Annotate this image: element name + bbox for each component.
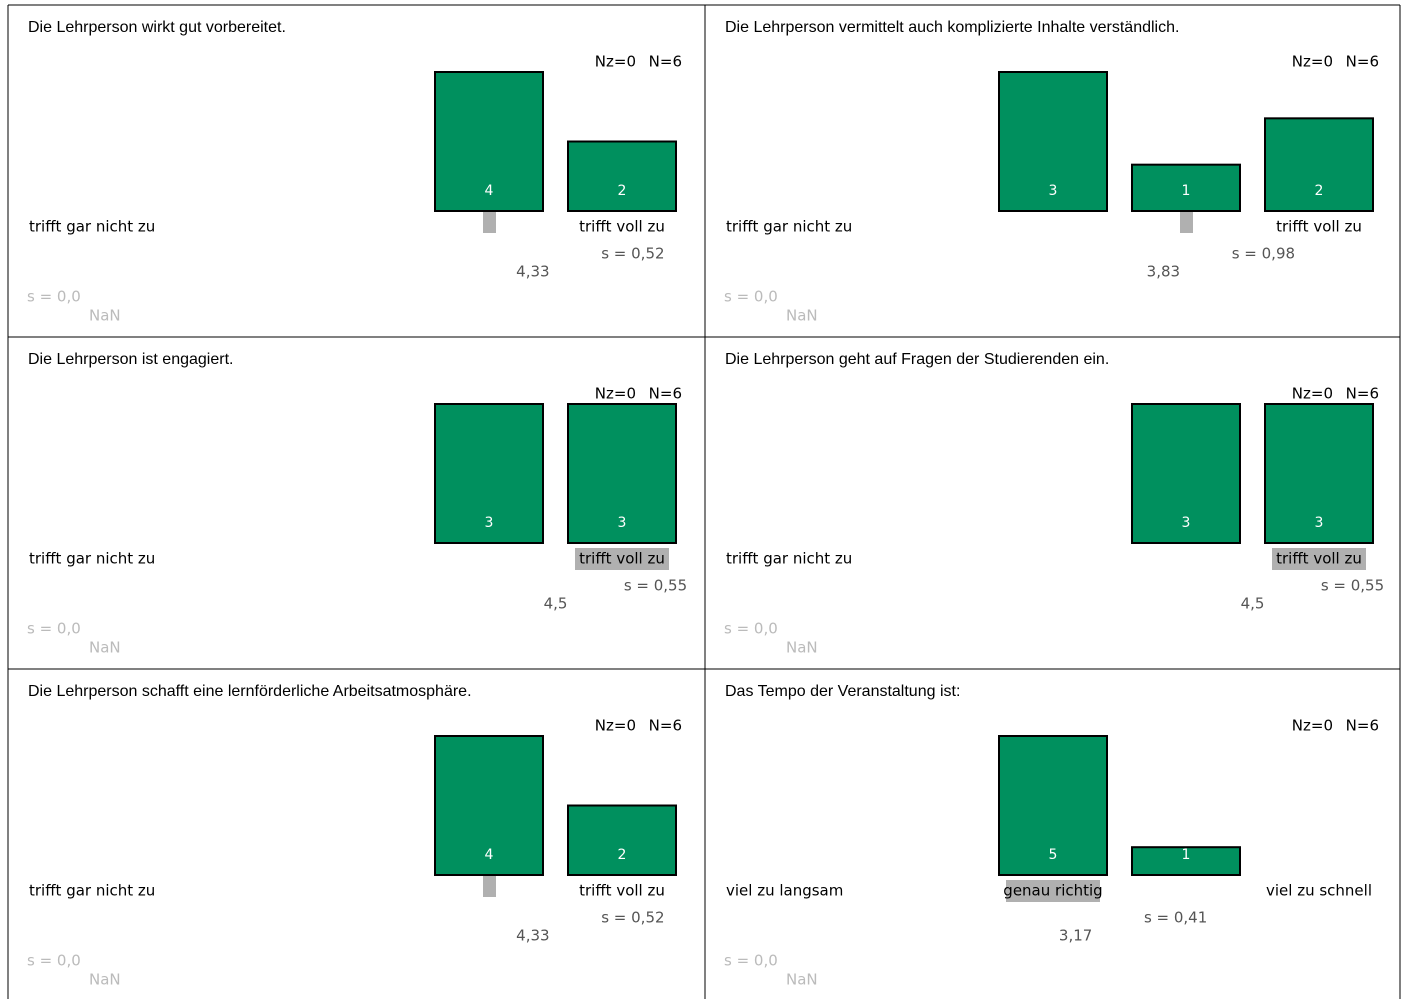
empty-mean-label: NaN: [786, 639, 818, 657]
bar: [567, 804, 677, 876]
scale-label: trifft gar nicht zu: [29, 218, 155, 236]
bar-count: 5: [1049, 847, 1058, 863]
bar: [1131, 846, 1241, 877]
bar-count: 3: [618, 515, 627, 531]
sd-label: s = 0,55: [624, 577, 687, 595]
scale-label: trifft voll zu: [579, 550, 665, 568]
bar: [434, 735, 544, 876]
median-marker: [483, 876, 496, 897]
bar: [998, 71, 1108, 212]
empty-mean-label: NaN: [786, 307, 818, 325]
empty-mean-label: NaN: [89, 307, 121, 325]
bar: [434, 71, 544, 212]
n-label: N=6: [649, 717, 682, 735]
empty-sd-label: s = 0,0: [27, 288, 81, 306]
empty-mean-label: NaN: [89, 639, 121, 657]
mean-label: 4,5: [544, 595, 568, 613]
mean-label: 3,83: [1147, 263, 1180, 281]
empty-sd-label: s = 0,0: [27, 620, 81, 638]
bar: [998, 735, 1108, 876]
sd-label: s = 0,98: [1232, 245, 1295, 263]
scale-label: trifft gar nicht zu: [726, 218, 852, 236]
n-label: N=6: [649, 53, 682, 71]
median-marker: [483, 212, 496, 233]
bar-count: 2: [1315, 183, 1324, 199]
scale-label: trifft gar nicht zu: [726, 550, 852, 568]
nz-label: Nz=0: [1292, 385, 1333, 403]
bar: [567, 403, 677, 544]
sd-label: s = 0,41: [1144, 909, 1207, 927]
empty-sd-label: s = 0,0: [724, 288, 778, 306]
empty-mean-label: NaN: [89, 971, 121, 989]
question-title: Das Tempo der Veranstaltung ist:: [725, 683, 960, 700]
empty-sd-label: s = 0,0: [724, 952, 778, 970]
nz-label: Nz=0: [1292, 53, 1333, 71]
nz-label: Nz=0: [595, 53, 636, 71]
median-highlight: [1272, 548, 1366, 570]
empty-sd-label: s = 0,0: [27, 952, 81, 970]
median-highlight: [575, 548, 669, 570]
sd-label: s = 0,52: [601, 245, 664, 263]
question-title: Die Lehrperson schafft eine lernförderli…: [28, 683, 472, 700]
bar: [567, 140, 677, 212]
nz-label: Nz=0: [1292, 717, 1333, 735]
mean-label: 4,5: [1241, 595, 1265, 613]
empty-mean-label: NaN: [786, 971, 818, 989]
bar-count: 4: [485, 847, 494, 863]
scale-label: trifft gar nicht zu: [29, 550, 155, 568]
question-title: Die Lehrperson vermittelt auch komplizie…: [725, 19, 1179, 36]
empty-sd-label: s = 0,0: [724, 620, 778, 638]
bar-count: 1: [1182, 183, 1191, 199]
n-label: N=6: [1346, 53, 1379, 71]
mean-label: 4,33: [516, 263, 549, 281]
median-highlight: [1006, 880, 1100, 902]
scale-label: trifft voll zu: [1276, 550, 1362, 568]
n-label: N=6: [1346, 717, 1379, 735]
scale-label: trifft gar nicht zu: [29, 882, 155, 900]
scale-label: trifft voll zu: [579, 882, 665, 900]
mean-label: 4,33: [516, 927, 549, 945]
median-marker: [1180, 212, 1193, 233]
bar-count: 3: [1315, 515, 1324, 531]
bar: [1131, 403, 1241, 544]
scale-label: viel zu langsam: [726, 882, 843, 900]
sd-label: s = 0,55: [1321, 577, 1384, 595]
bar: [434, 403, 544, 544]
nz-label: Nz=0: [595, 385, 636, 403]
question-title: Die Lehrperson ist engagiert.: [28, 351, 233, 368]
sd-label: s = 0,52: [601, 909, 664, 927]
scale-label: viel zu schnell: [1266, 882, 1372, 900]
mean-label: 3,17: [1059, 927, 1092, 945]
question-title: Die Lehrperson wirkt gut vorbereitet.: [28, 19, 286, 36]
question-title: Die Lehrperson geht auf Fragen der Studi…: [725, 351, 1109, 368]
scale-label: trifft voll zu: [579, 218, 665, 236]
scale-label: genau richtig: [1003, 882, 1102, 900]
nz-label: Nz=0: [595, 717, 636, 735]
bar-count: 2: [618, 183, 627, 199]
bar-count: 4: [485, 183, 494, 199]
bar: [1264, 403, 1374, 544]
bar-count: 3: [485, 515, 494, 531]
bar-count: 2: [618, 847, 627, 863]
n-label: N=6: [649, 385, 682, 403]
bar-count: 3: [1182, 515, 1191, 531]
n-label: N=6: [1346, 385, 1379, 403]
bar-count: 3: [1049, 183, 1058, 199]
bar: [1264, 117, 1374, 212]
scale-label: trifft voll zu: [1276, 218, 1362, 236]
bar: [1131, 163, 1241, 213]
bar-count: 1: [1182, 847, 1191, 863]
